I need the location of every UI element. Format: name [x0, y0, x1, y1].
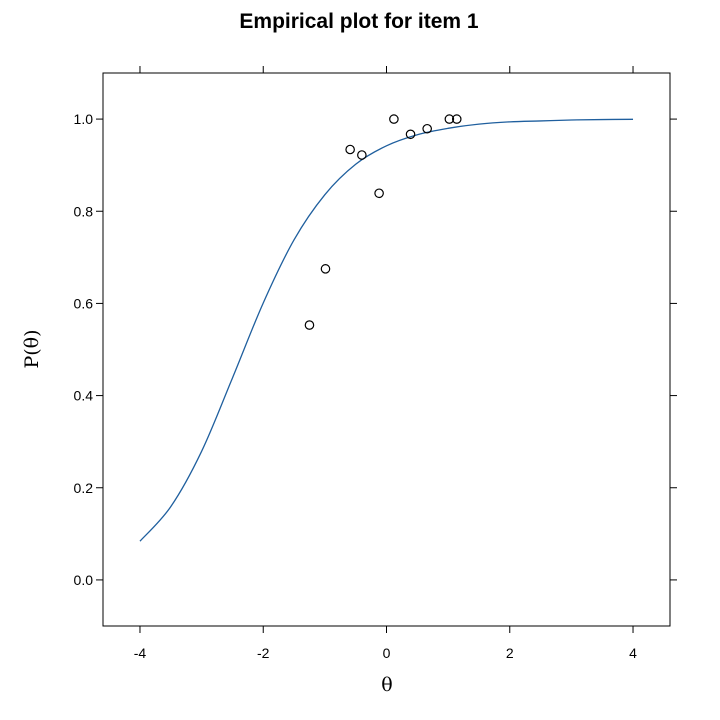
y-tick-label: 1.0: [74, 111, 94, 127]
data-point: [444, 114, 455, 124]
data-point: [357, 150, 367, 160]
x-tick-label: 0: [383, 645, 391, 661]
model-curve: [139, 118, 634, 542]
data-point: [422, 123, 432, 134]
axis-ticks: [96, 66, 677, 633]
data-point: [405, 129, 416, 140]
data-point: [374, 188, 384, 199]
data-point: [345, 144, 355, 155]
tick-labels: -4 -2 0 2 4 0.0 0.2 0.4 0.6 0.8 1.0: [74, 111, 638, 661]
y-tick-label: 0.6: [74, 295, 94, 311]
data-point: [451, 114, 462, 124]
y-tick-label: 0.8: [74, 203, 94, 219]
chart-title: Empirical plot for item 1: [239, 10, 479, 33]
y-tick-label: 0.2: [74, 480, 94, 496]
x-tick-label: 2: [506, 645, 514, 661]
x-tick-label: 4: [629, 645, 637, 661]
data-point: [389, 114, 399, 124]
x-tick-label: -4: [134, 645, 147, 661]
x-tick-label: -2: [257, 645, 270, 661]
y-axis-label: P(θ): [21, 329, 43, 368]
empirical-points: [304, 114, 462, 330]
y-tick-label: 0.0: [74, 572, 94, 588]
data-point: [320, 264, 331, 274]
x-axis-label: θ: [381, 674, 392, 696]
y-tick-label: 0.4: [74, 388, 94, 404]
data-point: [304, 320, 315, 330]
